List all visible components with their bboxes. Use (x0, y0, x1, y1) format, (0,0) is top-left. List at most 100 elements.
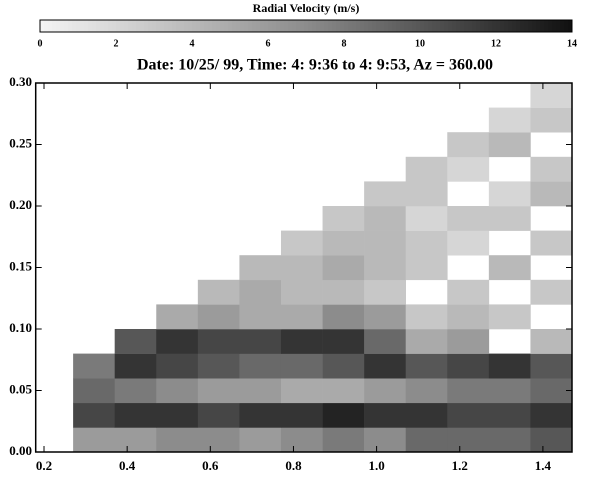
colorbar-swatch (516, 20, 521, 32)
cell (364, 181, 407, 207)
cell (239, 255, 282, 281)
y-tick-label: 0.00 (9, 443, 32, 458)
colorbar-swatch (208, 20, 213, 32)
cell (447, 279, 490, 305)
colorbar-tick-label: 0 (38, 38, 43, 49)
colorbar-swatch (288, 20, 293, 32)
cell (447, 329, 490, 354)
colorbar-swatch (464, 20, 469, 32)
colorbar-swatch (452, 20, 457, 32)
cell (322, 255, 365, 281)
cell (530, 402, 573, 428)
colorbar-swatch (420, 20, 425, 32)
cell (530, 156, 573, 182)
colorbar-swatch (204, 20, 209, 32)
colorbar-swatch (392, 20, 397, 32)
colorbar-swatch (440, 20, 445, 32)
colorbar-swatch (52, 20, 57, 32)
colorbar-swatch (520, 20, 525, 32)
cell (197, 304, 240, 330)
colorbar-swatch (328, 20, 333, 32)
cell (405, 181, 448, 207)
colorbar-swatch (44, 20, 49, 32)
cell (488, 378, 531, 404)
colorbar-title: Radial Velocity (m/s) (253, 1, 360, 15)
colorbar-swatch (96, 20, 101, 32)
cell (156, 353, 199, 379)
cell (364, 230, 407, 256)
colorbar-tick-label: 14 (567, 38, 577, 49)
cell (239, 279, 282, 305)
y-tick-label: 0.05 (9, 381, 32, 396)
colorbar-swatch (272, 20, 277, 32)
cell (156, 329, 199, 354)
cell (114, 353, 157, 379)
cell (197, 353, 240, 379)
colorbar-swatch (424, 20, 429, 32)
cell (364, 402, 407, 428)
cell (530, 279, 573, 305)
cell (488, 304, 531, 330)
colorbar-swatch (348, 20, 353, 32)
colorbar-swatch (168, 20, 173, 32)
colorbar-swatch (172, 20, 177, 32)
colorbar-swatch (400, 20, 405, 32)
colorbar-swatch (232, 20, 237, 32)
colorbar-swatch (300, 20, 305, 32)
cell (530, 329, 573, 354)
colorbar-swatch (344, 20, 349, 32)
colorbar-swatch (360, 20, 365, 32)
colorbar-swatch (548, 20, 553, 32)
cell (488, 427, 531, 453)
colorbar-swatch (504, 20, 509, 32)
colorbar-swatch (308, 20, 313, 32)
colorbar-swatch (560, 20, 565, 32)
colorbar-swatch (340, 20, 345, 32)
x-tick-label: 0.4 (119, 458, 136, 473)
colorbar-swatch (336, 20, 341, 32)
colorbar-swatch (128, 20, 133, 32)
cell (322, 329, 365, 354)
colorbar-swatch (352, 20, 357, 32)
colorbar-swatch (88, 20, 93, 32)
cell (73, 427, 115, 453)
colorbar-tick-label: 10 (415, 38, 425, 49)
cell (280, 402, 323, 428)
colorbar-tick-label: 8 (342, 38, 347, 49)
colorbar-swatch (324, 20, 329, 32)
x-tick-label: 0.2 (36, 458, 52, 473)
colorbar-swatch (544, 20, 549, 32)
colorbar-swatch (124, 20, 129, 32)
colorbar-swatch (84, 20, 89, 32)
cell (447, 206, 490, 231)
colorbar-swatch (416, 20, 421, 32)
colorbar-swatch (500, 20, 505, 32)
colorbar-swatch (388, 20, 393, 32)
colorbar-swatch (448, 20, 453, 32)
cell (364, 255, 407, 281)
colorbar-swatch (56, 20, 61, 32)
colorbar-swatch (252, 20, 257, 32)
cell (73, 402, 115, 428)
cell (322, 378, 365, 404)
cell (364, 329, 407, 354)
colorbar-swatch (292, 20, 297, 32)
cell (322, 402, 365, 428)
cell (405, 353, 448, 379)
colorbar-swatch (428, 20, 433, 32)
cell (530, 353, 573, 379)
cell (364, 206, 407, 231)
cell (322, 427, 365, 453)
colorbar-swatch (220, 20, 225, 32)
colorbar-swatch (180, 20, 185, 32)
colorbar-swatch (552, 20, 557, 32)
cell (530, 427, 573, 453)
colorbar-swatch (40, 20, 45, 32)
cell (488, 107, 531, 133)
y-tick-label: 0.15 (9, 258, 32, 273)
cell (405, 304, 448, 330)
colorbar-swatch (540, 20, 545, 32)
cell (447, 230, 490, 256)
colorbar-swatch (108, 20, 113, 32)
